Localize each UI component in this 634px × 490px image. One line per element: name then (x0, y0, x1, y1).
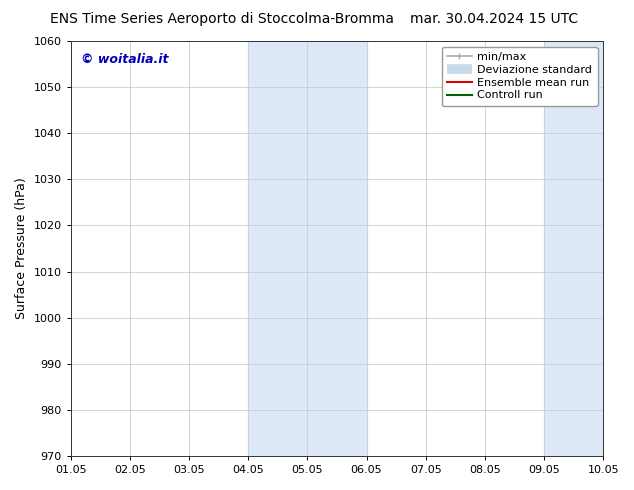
Bar (248, 41, 307, 456)
Text: ENS Time Series Aeroporto di Stoccolma-Bromma: ENS Time Series Aeroporto di Stoccolma-B… (50, 12, 394, 26)
Legend: min/max, Deviazione standard, Ensemble mean run, Controll run: min/max, Deviazione standard, Ensemble m… (442, 47, 598, 106)
Text: © woitalia.it: © woitalia.it (81, 53, 169, 67)
Bar (544, 41, 603, 456)
Bar (307, 41, 366, 456)
Y-axis label: Surface Pressure (hPa): Surface Pressure (hPa) (15, 178, 28, 319)
Text: mar. 30.04.2024 15 UTC: mar. 30.04.2024 15 UTC (410, 12, 579, 26)
Bar (603, 41, 633, 456)
